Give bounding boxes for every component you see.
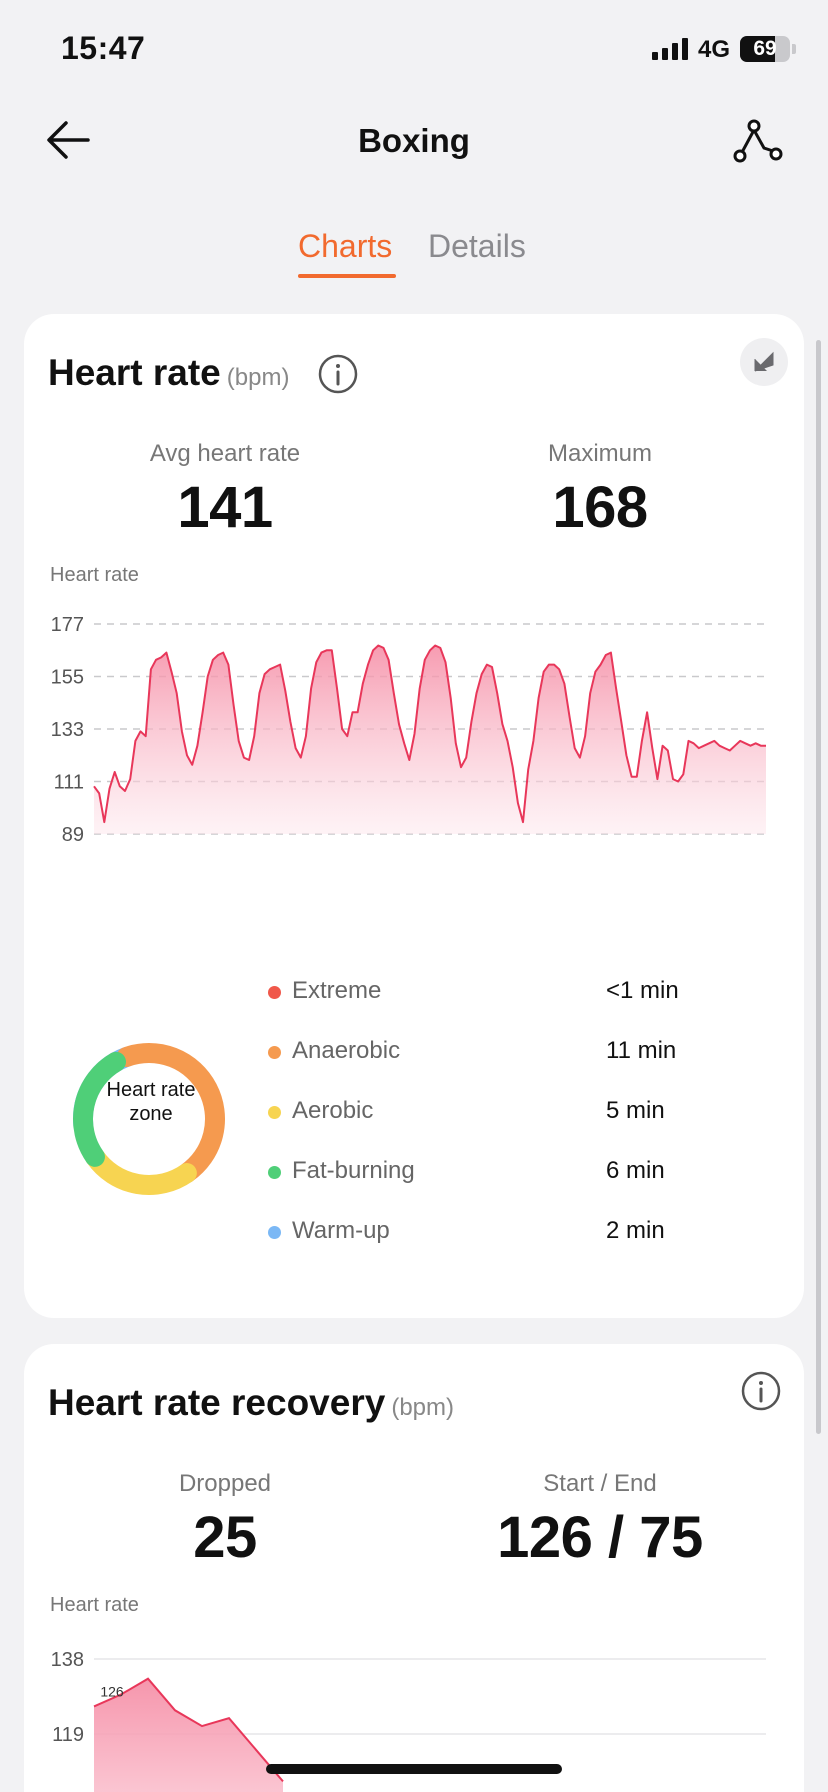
start-end-value: 126 / 75 bbox=[497, 1505, 703, 1570]
avg-heart-rate-label: Avg heart rate bbox=[149, 440, 301, 467]
x-tick-label: 0 bbox=[88, 851, 99, 854]
scrollbar[interactable] bbox=[816, 340, 821, 1434]
status-time: 15:47 bbox=[61, 30, 146, 66]
max-heart-rate-label: Maximum bbox=[547, 440, 652, 467]
zone-color-dot bbox=[268, 1166, 281, 1179]
avg-heart-rate-stat: Avg heart rate 141 bbox=[75, 440, 375, 541]
heart-rate-axis-caption: Heart rate bbox=[50, 564, 139, 586]
tab-bar: Charts Details bbox=[0, 228, 828, 288]
tab-details[interactable]: Details bbox=[428, 228, 526, 264]
avg-heart-rate-value: 141 bbox=[177, 475, 273, 540]
heart-rate-line bbox=[93, 644, 766, 824]
expand-icon bbox=[754, 351, 774, 372]
zone-row-aerobic: Aerobic 5 min bbox=[268, 1093, 788, 1133]
zone-duration: 5 min bbox=[606, 1097, 665, 1124]
zone-duration: 2 min bbox=[606, 1217, 665, 1244]
zone-duration: 11 min bbox=[606, 1037, 677, 1064]
donut-segment-fat-burning bbox=[73, 1051, 126, 1167]
active-tab-indicator bbox=[298, 274, 396, 278]
recovery-unit: (bpm) bbox=[391, 1394, 454, 1421]
zone-color-dot bbox=[268, 1046, 281, 1059]
heart-rate-title-text: Heart rate bbox=[48, 352, 221, 393]
max-heart-rate-stat: Maximum 168 bbox=[450, 440, 750, 541]
battery-level: 69 bbox=[753, 37, 777, 60]
zone-color-dot bbox=[268, 986, 281, 999]
recovery-chart: 138119100126 bbox=[51, 1649, 766, 1792]
y-tick-label: 133 bbox=[51, 719, 84, 741]
start-end-stat: Start / End 126 / 75 bbox=[450, 1470, 750, 1571]
heart-rate-info-icon[interactable] bbox=[317, 353, 359, 395]
recovery-start-point-label: 126 bbox=[100, 1683, 124, 1699]
page-title: Boxing bbox=[358, 122, 470, 159]
zone-name: Warm-up bbox=[292, 1217, 390, 1244]
home-indicator[interactable] bbox=[266, 1764, 562, 1774]
dropped-value: 25 bbox=[193, 1505, 257, 1570]
tab-charts[interactable]: Charts bbox=[298, 228, 393, 264]
x-tick-label: 25 bbox=[729, 851, 751, 854]
x-tick-label: 15 bbox=[471, 851, 493, 854]
y-tick-label: 111 bbox=[54, 772, 84, 794]
cellular-signal-icon bbox=[652, 38, 688, 60]
recovery-info-icon[interactable] bbox=[740, 1370, 782, 1412]
y-tick-label: 177 bbox=[51, 614, 84, 636]
heart-rate-card: Heart rate (bpm) Avg heart rate 141 Maxim… bbox=[24, 314, 804, 1318]
heart-rate-title: Heart rate (bpm) bbox=[48, 352, 289, 394]
recovery-area bbox=[94, 1678, 283, 1792]
recovery-y-tick-label: 138 bbox=[51, 1649, 84, 1671]
zone-color-dot bbox=[268, 1226, 281, 1239]
recovery-title: Heart rate recovery (bpm) bbox=[48, 1382, 454, 1424]
recovery-title-text: Heart rate recovery bbox=[48, 1382, 386, 1423]
zone-duration: <1 min bbox=[606, 977, 679, 1004]
max-heart-rate-value: 168 bbox=[552, 475, 648, 540]
heart-rate-unit: (bpm) bbox=[226, 364, 290, 391]
dropped-label: Dropped bbox=[178, 1470, 272, 1497]
x-tick-label: 20 bbox=[600, 851, 622, 854]
zone-name: Aerobic bbox=[292, 1097, 374, 1124]
heart-rate-chart: 177155133111890510152025Time (min) bbox=[51, 614, 766, 854]
status-bar: 15:47 4G 69 bbox=[0, 0, 828, 100]
y-tick-label: 89 bbox=[62, 824, 84, 846]
heart-rate-zone-label: Heart rate zone bbox=[106, 1079, 196, 1125]
zone-name: Extreme bbox=[292, 977, 382, 1004]
battery-icon: 69 bbox=[740, 36, 790, 62]
nav-bar: Boxing bbox=[0, 100, 828, 180]
zone-color-dot bbox=[268, 1106, 281, 1119]
zone-name: Anaerobic bbox=[292, 1037, 401, 1064]
start-end-label: Start / End bbox=[543, 1470, 657, 1497]
heart-rate-area bbox=[94, 645, 766, 834]
recovery-y-tick-label: 119 bbox=[52, 1724, 84, 1746]
zone-duration: 6 min bbox=[606, 1157, 665, 1184]
y-tick-label: 155 bbox=[51, 667, 84, 689]
zone-row-fat-burning: Fat-burning 6 min bbox=[268, 1153, 788, 1193]
back-arrow-icon[interactable] bbox=[44, 118, 92, 162]
expand-chart-button[interactable] bbox=[740, 338, 788, 386]
zone-row-anaerobic: Anaerobic 11 min bbox=[268, 1033, 788, 1073]
route-share-icon[interactable] bbox=[732, 116, 784, 164]
donut-segment-aerobic bbox=[84, 1146, 197, 1195]
x-tick-label: 5 bbox=[218, 851, 229, 854]
heart-rate-zone-donut bbox=[73, 1043, 225, 1195]
zone-row-extreme: Extreme <1 min bbox=[268, 973, 788, 1013]
donut-segment-anaerobic bbox=[116, 1043, 225, 1184]
zone-name: Fat-burning bbox=[292, 1157, 415, 1184]
recovery-axis-caption: Heart rate bbox=[50, 1594, 139, 1616]
recovery-line bbox=[93, 1677, 284, 1783]
zone-row-warm-up: Warm-up 2 min bbox=[268, 1213, 788, 1253]
x-tick-label: 10 bbox=[341, 851, 363, 854]
network-type: 4G bbox=[698, 36, 731, 63]
dropped-stat: Dropped 25 bbox=[75, 1470, 375, 1571]
battery-nub bbox=[792, 44, 796, 54]
heart-rate-recovery-card: Heart rate recovery (bpm) Dropped 25 Star… bbox=[24, 1344, 804, 1792]
